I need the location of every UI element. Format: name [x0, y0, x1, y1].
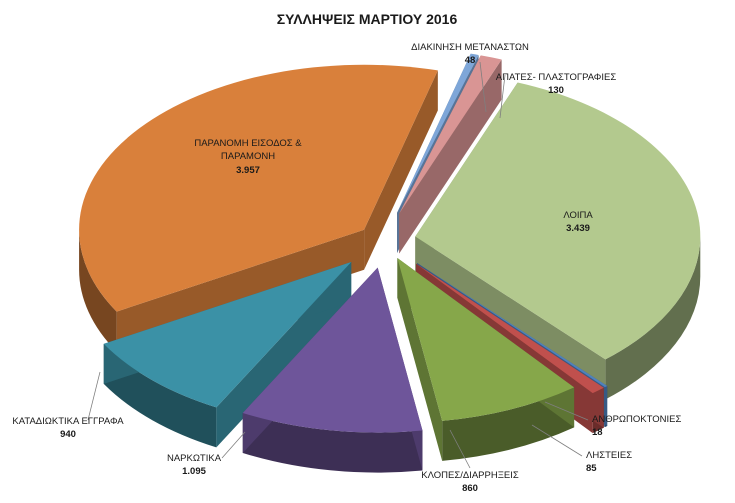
slice-label: ΛΟΙΠΑ	[563, 210, 593, 221]
leader-line	[479, 61, 487, 113]
slice-value: 48	[465, 55, 476, 66]
slice-value: 18	[592, 427, 603, 438]
leader-line	[87, 371, 101, 421]
leader-line	[449, 429, 471, 469]
slice-label: ΚΛΟΠΕΣ/ΔΙΑΡΡΗΞΕΙΣ	[421, 470, 519, 481]
pie-slice-wall	[364, 70, 438, 270]
pie-slice-top	[79, 64, 438, 312]
slice-value: 1.095	[182, 466, 206, 477]
slice-value: 940	[60, 429, 76, 440]
slice-value: 3.439	[566, 223, 590, 234]
pie-slice	[103, 262, 352, 448]
pie-slice	[399, 55, 502, 254]
pie-slice-wall	[399, 59, 502, 254]
pie-slice-side	[79, 229, 117, 352]
slice-value: 3.957	[236, 165, 260, 176]
slice-label: ΝΑΡΚΩΤΙΚΑ	[167, 453, 222, 464]
slice-value: 85	[586, 463, 597, 474]
slice-label: ΔΙΑΚΙΝΗΣΗ ΜΕΤΑΝΑΣΤΩΝ	[411, 42, 529, 53]
slice-label: ΑΠΑΤΕΣ- ΠΛΑΣΤΟΓΡΑΦΙΕΣ	[496, 72, 617, 83]
pie-slice-top	[242, 267, 423, 433]
pie-slice-top	[396, 53, 479, 214]
slice-label: ΑΝΘΡΩΠΟΚΤΟΝΙΕΣ	[592, 414, 681, 425]
pie-slice-side	[605, 236, 701, 400]
leader-line	[499, 74, 506, 119]
pie-slice-top	[397, 257, 575, 421]
pie-slice-side	[242, 412, 423, 473]
pie-slice-side	[442, 387, 575, 461]
pie-slice-top	[399, 55, 502, 214]
pie-slice	[79, 64, 438, 352]
slice-label: ΠΑΡΑΝΟΜΗ ΕΙΣΟΔΟΣ & ΠΑΡΑΜΟΝΗ	[194, 138, 302, 162]
leader-line	[531, 424, 583, 457]
pie-slice-top	[415, 82, 701, 360]
pie-slice	[242, 267, 423, 473]
pie-slice-wall	[397, 257, 443, 461]
pie-slice-top	[417, 263, 608, 388]
chart-title: ΣΥΛΛΗΨΕΙΣ ΜΑΡΤΙΟΥ 2016	[277, 11, 458, 27]
pie-slices	[79, 53, 701, 473]
leader-line	[544, 401, 589, 421]
slice-value: 130	[548, 85, 564, 96]
pie-slice-top	[103, 262, 352, 408]
pie-slice-top	[415, 263, 604, 394]
leader-line	[221, 431, 246, 459]
slice-value: 860	[462, 483, 478, 494]
slice-label: ΛΗΣΤΕΙΕΣ	[586, 450, 632, 461]
slice-label: ΚΑΤΑΔΙΩΚΤΙΚΑ ΕΓΓΡΑΦΑ	[12, 416, 124, 427]
pie-slice	[397, 257, 575, 461]
pie-labels: ΔΙΑΚΙΝΗΣΗ ΜΕΤΑΝΑΣΤΩΝ 48 ΑΠΑΤΕΣ- ΠΛΑΣΤΟΓΡΑΦ…	[12, 42, 681, 494]
